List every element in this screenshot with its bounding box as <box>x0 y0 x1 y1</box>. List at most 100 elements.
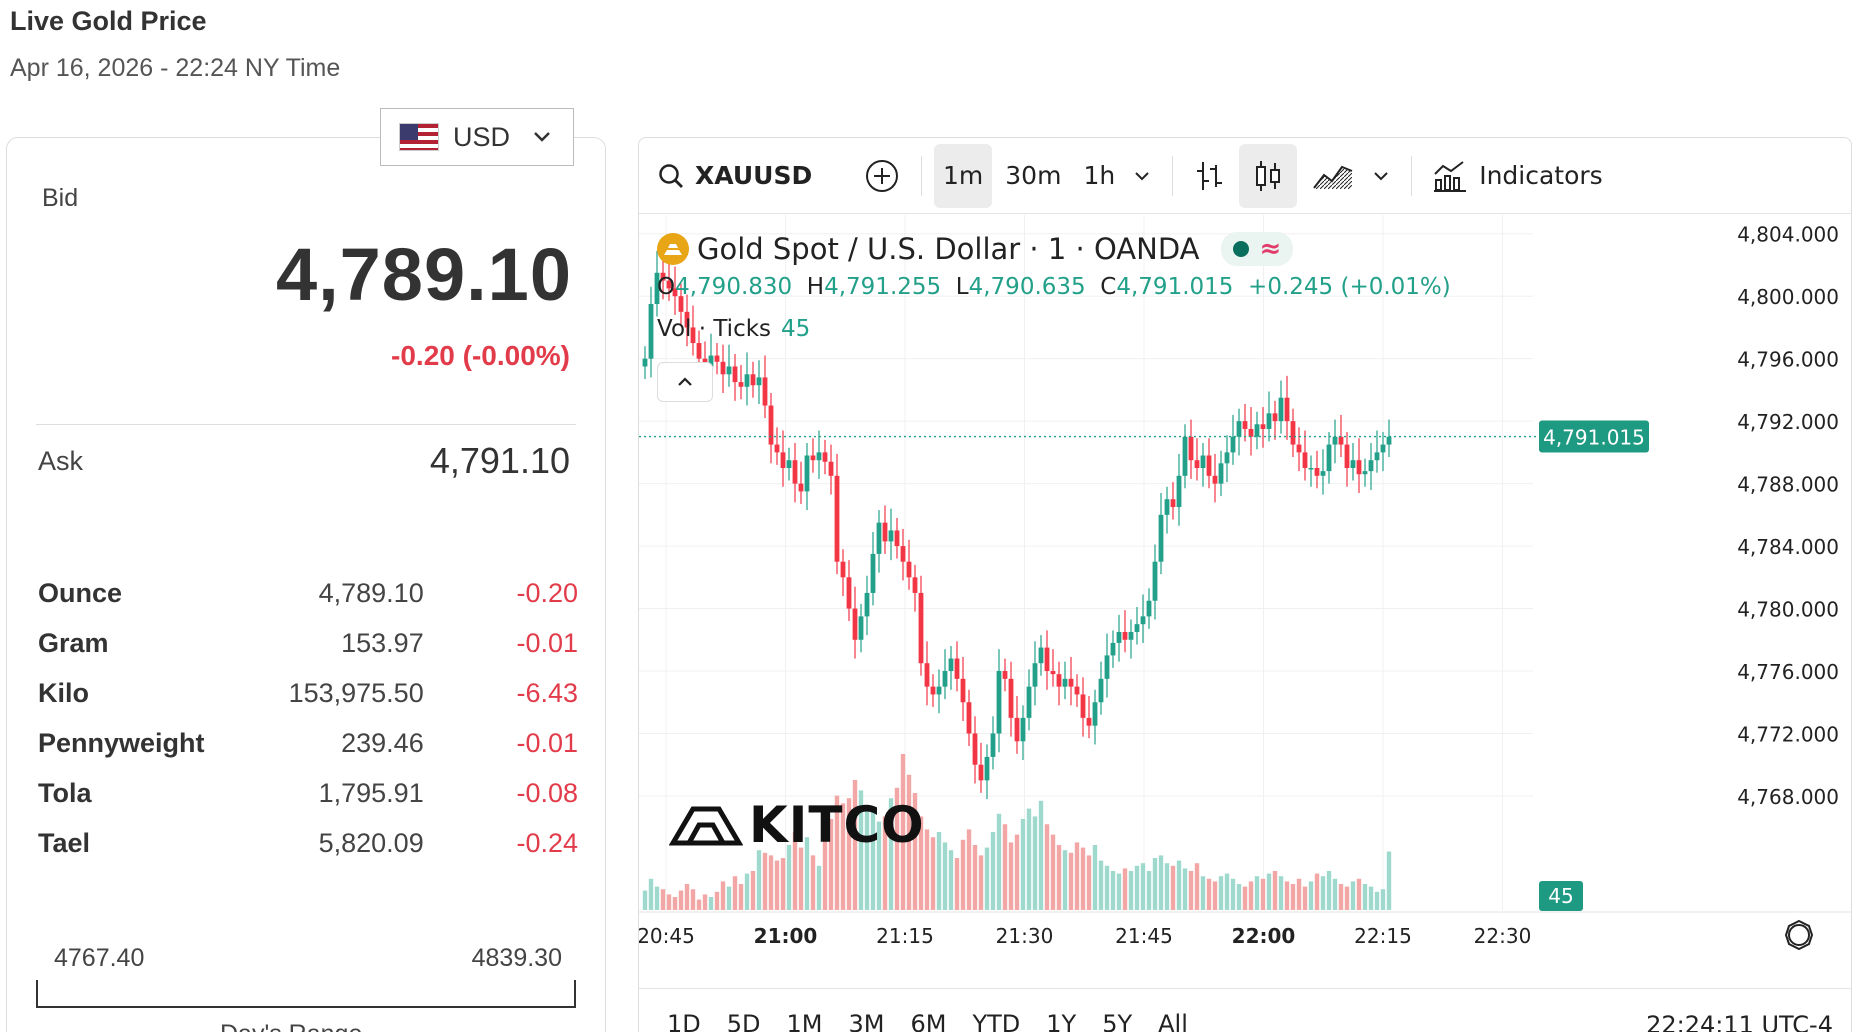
chart-legend-title: Gold Spot / U.S. Dollar · 1 · OANDA ≈ <box>657 232 1294 266</box>
x-tick-label: 21:45 <box>1115 924 1173 948</box>
volume-bar <box>1152 858 1158 910</box>
candle-body <box>894 530 900 547</box>
volume-bar <box>1344 886 1350 910</box>
symbol-search[interactable]: XAUUSD <box>657 161 837 190</box>
candle-body <box>714 355 720 362</box>
candle-body <box>708 355 714 367</box>
unit-row-kilo: Kilo 153,975.50 -6.43 <box>38 668 578 718</box>
volume-bar <box>690 889 696 910</box>
volume-bar <box>714 891 720 910</box>
candle-body <box>1206 455 1212 476</box>
volume-bar <box>900 754 906 910</box>
interval-dropdown[interactable] <box>1124 144 1160 208</box>
candle-body <box>1326 444 1332 472</box>
candle-body <box>1020 717 1026 742</box>
volume-bar <box>1314 873 1320 910</box>
unit-value: 153,975.50 <box>288 677 424 708</box>
volume-bar <box>1290 884 1296 910</box>
chart-clock[interactable]: 22:24:11 UTC-4 <box>1646 1011 1833 1032</box>
compare-button[interactable] <box>855 144 909 208</box>
candle-body <box>1356 460 1362 475</box>
range-1y[interactable]: 1Y <box>1046 1009 1077 1032</box>
day-range-high: 4839.30 <box>471 944 562 972</box>
candle-body <box>684 311 690 328</box>
volume-bar <box>954 858 960 910</box>
interval-30m[interactable]: 30m <box>1005 161 1062 190</box>
unit-value: 5,820.09 <box>318 827 424 858</box>
y-tick-label: 4,788.000 <box>1737 473 1839 497</box>
candle-body <box>1290 421 1296 445</box>
candle-body <box>1164 499 1170 515</box>
candle-body <box>672 288 678 297</box>
indicators-button[interactable]: Indicators <box>1424 144 1612 208</box>
volume-bar <box>960 839 966 910</box>
candle-body <box>1386 436 1392 445</box>
volume-bar <box>1014 834 1020 910</box>
market-status-pill[interactable]: ≈ <box>1221 232 1294 266</box>
candle-body <box>822 452 828 462</box>
range-1m[interactable]: 1M <box>786 1009 823 1032</box>
volume-bar <box>708 897 714 910</box>
candle-body <box>870 553 876 593</box>
x-tick-label: 20:45 <box>639 924 695 948</box>
candle-body <box>1344 444 1350 468</box>
y-tick-label: 4,800.000 <box>1737 285 1839 309</box>
volume-bar <box>1182 868 1188 910</box>
range-ytd[interactable]: YTD <box>972 1009 1021 1032</box>
bars-style-button[interactable] <box>1185 144 1233 208</box>
volume-bar <box>672 897 678 910</box>
unit-value: 4,789.10 <box>318 577 424 608</box>
market-open-dot-icon <box>1233 241 1250 257</box>
volume-bar <box>1062 850 1068 910</box>
ohlc-bars-icon <box>1197 161 1223 190</box>
chart-type-dropdown[interactable] <box>1363 144 1399 208</box>
volume-bar <box>1320 876 1326 910</box>
volume-bar <box>828 819 834 910</box>
bid-value: 4,789.10 <box>275 233 572 316</box>
candle-body <box>954 658 960 679</box>
candles-style-button[interactable] <box>1239 143 1298 208</box>
interval-1m[interactable]: 1m <box>934 143 993 208</box>
range-1d[interactable]: 1D <box>667 1009 701 1032</box>
unit-name: Gram <box>38 627 109 658</box>
range-5d[interactable]: 5D <box>726 1009 761 1032</box>
volume-bar <box>1338 884 1344 910</box>
day-range-label: Day's Range <box>220 1020 362 1032</box>
interval-1h[interactable]: 1h <box>1083 161 1116 190</box>
unit-table: Ounce 4,789.10 -0.20 Gram 153.97 -0.01 K… <box>38 568 578 868</box>
volume-bar <box>936 832 942 910</box>
volume-readout: Vol · Ticks 45 <box>657 316 810 342</box>
collapse-legend-button[interactable] <box>657 362 713 402</box>
instrument-title: Gold Spot / U.S. Dollar · 1 · OANDA <box>697 232 1200 266</box>
y-tick-label: 4,796.000 <box>1737 348 1839 372</box>
x-tick-label: 21:15 <box>876 924 934 948</box>
candle-body <box>1098 678 1104 703</box>
volume-bar <box>990 832 996 910</box>
area-style-button[interactable] <box>1303 144 1363 208</box>
candle-body <box>1056 674 1062 687</box>
plus-circle-icon <box>866 159 898 192</box>
range-all[interactable]: All <box>1158 1009 1188 1032</box>
range-5y[interactable]: 5Y <box>1102 1009 1133 1032</box>
close-value: 4,791.015 <box>1116 274 1234 300</box>
currency-select[interactable]: USD <box>380 108 574 166</box>
candle-body <box>1248 428 1254 437</box>
low-label: L <box>955 274 969 300</box>
volume-bar <box>684 884 690 910</box>
candle-body <box>948 658 954 672</box>
x-tick-label: 21:30 <box>996 924 1054 948</box>
candle-body <box>690 327 696 344</box>
volume-bar <box>774 860 780 910</box>
unit-change: -6.43 <box>516 677 578 708</box>
candle-body <box>1110 642 1116 656</box>
toolbar-separator <box>1172 155 1174 196</box>
volume-bar <box>1350 881 1356 910</box>
price-chart[interactable]: 4,804.000 4,800.000 4,796.000 4,792.000 4,78… <box>639 215 1852 987</box>
range-3m[interactable]: 3M <box>848 1009 885 1032</box>
volume-bar <box>894 787 900 910</box>
area-chart-icon <box>1313 165 1353 189</box>
candle-body <box>1050 671 1056 675</box>
range-6m[interactable]: 6M <box>910 1009 947 1032</box>
volume-bar <box>1284 881 1290 910</box>
last-volume-badge <box>1539 881 1583 911</box>
